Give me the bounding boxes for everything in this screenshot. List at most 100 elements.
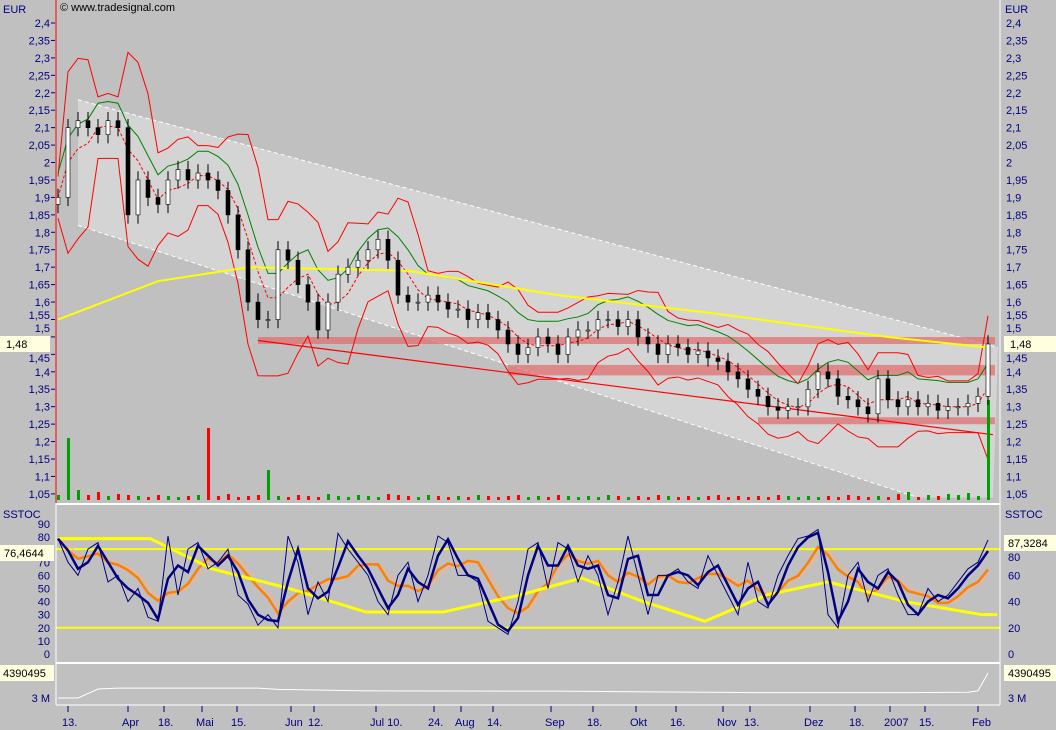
candle-body [385, 239, 391, 261]
candle [215, 171, 221, 200]
candle-body [185, 169, 191, 181]
stoch-badge-right [1004, 535, 1056, 551]
volume-bar [467, 497, 470, 500]
volume-bar [837, 497, 840, 500]
candle-body [845, 396, 851, 401]
x-tick-label: 15. [231, 717, 246, 729]
envelope-line [57, 100, 989, 384]
candle [505, 321, 511, 353]
candle-body [75, 120, 81, 128]
volume-bar [977, 496, 980, 500]
candle [85, 111, 91, 137]
volume-bar [897, 494, 900, 500]
volume-bar [557, 495, 560, 500]
price-tick-label-right: 2,05 [1006, 140, 1027, 152]
volume-bar [907, 492, 910, 500]
candle [345, 258, 351, 283]
candle [135, 171, 141, 224]
candle [375, 230, 381, 259]
volume-bar [947, 494, 950, 500]
candle-body [575, 329, 581, 338]
volume-bar [677, 497, 680, 500]
candle [745, 370, 751, 399]
candle-body [135, 179, 141, 216]
stoch-tick-left: 50 [38, 583, 50, 595]
volume-bar [597, 497, 600, 500]
candle-body [215, 179, 221, 191]
x-tick-label: 16. [670, 717, 685, 729]
x-tick-label: 24. [428, 717, 443, 729]
volume-bar [687, 496, 690, 500]
volume-bar [497, 497, 500, 500]
candle [945, 398, 951, 420]
volume-bar [817, 497, 820, 500]
x-tick-label: 14. [487, 717, 502, 729]
sstoc-panel [56, 528, 1000, 636]
candle-body [595, 319, 601, 331]
candle-body [895, 399, 901, 408]
candle-body [395, 259, 401, 296]
candle-body [465, 308, 471, 320]
candle-body [925, 403, 931, 408]
price-tick-label-left: 1,8 [35, 227, 50, 239]
candle [105, 111, 111, 144]
x-tick-label: Apr [122, 717, 139, 729]
volume-bar [777, 495, 780, 500]
candle-body [485, 312, 491, 320]
candle [815, 363, 821, 399]
stoch-tick-left: 60 [38, 570, 50, 582]
candle [465, 300, 471, 329]
price-tick-label-right: 1,85 [1006, 210, 1027, 222]
volume-bar [987, 400, 990, 500]
candle-body [795, 406, 801, 409]
candle-body [785, 406, 791, 411]
price-tick-label-left: 1,4 [35, 367, 50, 379]
x-tick-label: Aug [455, 717, 475, 729]
volume-tick-right: 3 M [1008, 693, 1026, 705]
candle [755, 380, 761, 406]
candle [605, 310, 611, 329]
candle-body [635, 319, 641, 338]
price-tick-label-right: 1,9 [1006, 192, 1021, 204]
channel-upper-line [77, 99, 999, 348]
candle-body [675, 343, 681, 348]
price-tick-label-left: 1,85 [29, 210, 50, 222]
volume-bar [297, 495, 300, 500]
candle [775, 398, 781, 420]
candle-body [435, 294, 441, 303]
volume-bar [487, 496, 490, 500]
candle-body [645, 336, 651, 345]
candle [975, 387, 981, 413]
currency-label-right: EUR [1005, 4, 1028, 16]
candle [245, 241, 251, 311]
candle [175, 160, 181, 189]
candle [905, 391, 911, 416]
candle [265, 310, 271, 329]
price-tick-label-left: 2,3 [35, 53, 50, 65]
price-tick-label-right: 1,2 [1006, 437, 1021, 449]
candle-body [455, 308, 461, 311]
channel-lower-line [77, 224, 919, 498]
candle [285, 241, 291, 269]
volume-bar [717, 495, 720, 500]
price-tick-label-right: 1,55 [1006, 310, 1027, 322]
price-tick-label-left: 1,45 [29, 353, 50, 365]
candle [675, 335, 681, 357]
volume-bar [87, 495, 90, 500]
candle [925, 394, 931, 416]
candle [585, 321, 591, 339]
candle-body [265, 319, 271, 321]
volume-bar [927, 495, 930, 500]
candle [665, 335, 671, 364]
volume-bar [167, 496, 170, 500]
price-tick-label-left: 1,3 [35, 402, 50, 414]
candle [525, 338, 531, 364]
price-tick-label-right: 1,6 [1006, 297, 1021, 309]
candle-body [985, 343, 991, 397]
volume-bar [327, 494, 330, 500]
volume-bar [737, 496, 740, 500]
x-tick-label: 15. [919, 717, 934, 729]
price-tick-label-left: 1,1 [35, 471, 50, 483]
price-tick-label-left: 1,6 [35, 297, 50, 309]
